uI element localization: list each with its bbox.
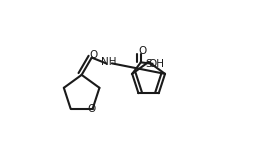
Text: O: O xyxy=(87,104,95,114)
Text: O: O xyxy=(138,46,146,56)
Text: OH: OH xyxy=(148,59,164,69)
Text: S: S xyxy=(145,59,152,69)
Text: O: O xyxy=(89,50,97,60)
Text: NH: NH xyxy=(101,57,117,67)
